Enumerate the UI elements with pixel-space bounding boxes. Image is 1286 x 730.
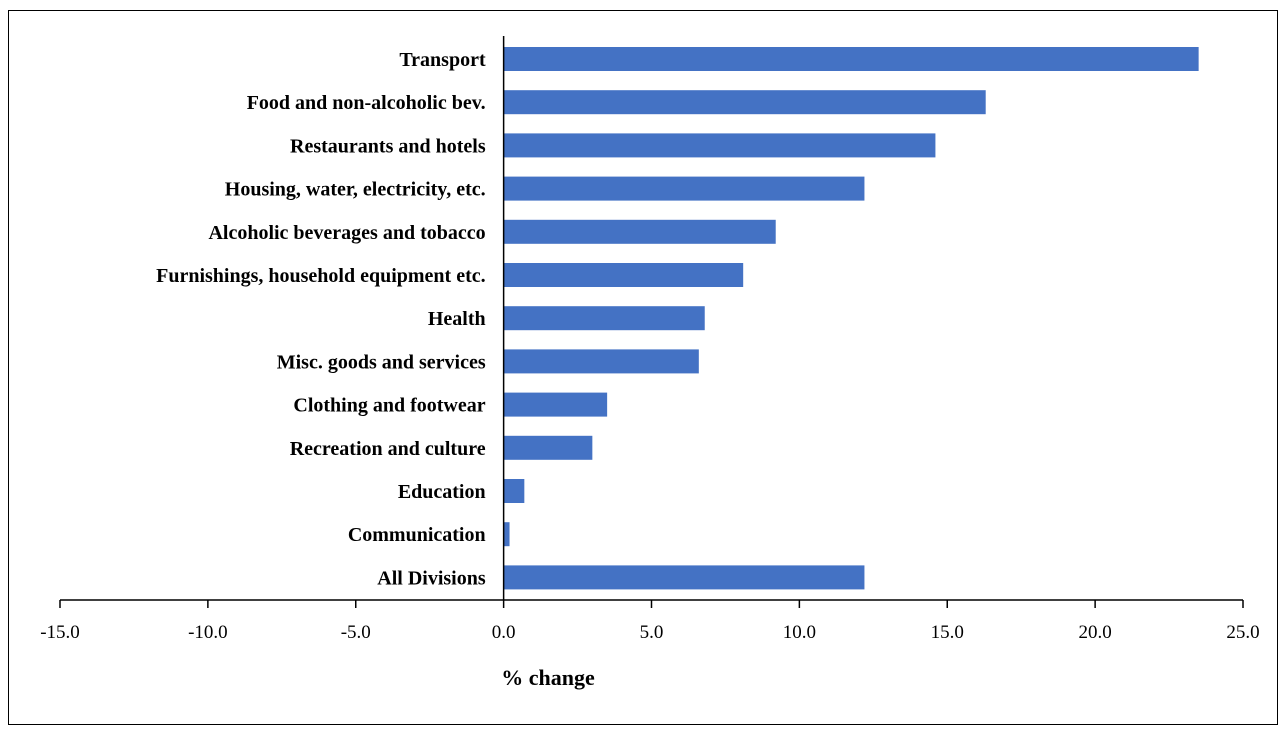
category-label: All Divisions: [377, 567, 486, 589]
bars-group: [503, 47, 1199, 590]
bar: [503, 219, 776, 244]
bar: [503, 176, 865, 201]
bar: [503, 435, 593, 460]
bar: [503, 263, 744, 287]
bar: [503, 133, 936, 158]
x-tick-label: 15.0: [931, 622, 964, 643]
category-label: Transport: [399, 49, 486, 71]
category-label: Food and non-alcoholic bev.: [247, 92, 486, 114]
bar: [503, 90, 986, 115]
x-tick-label: -15.0: [40, 622, 80, 643]
category-label: Housing, water, electricity, etc.: [225, 179, 486, 201]
category-label: Misc. goods and services: [277, 351, 486, 373]
bar: [503, 306, 705, 331]
category-label: Restaurants and hotels: [290, 135, 486, 157]
bar: [503, 522, 510, 547]
x-tick-label: 0.0: [492, 622, 516, 643]
x-tick-label: 25.0: [1226, 622, 1259, 643]
bar: [503, 349, 699, 374]
category-label: Education: [398, 481, 486, 503]
bar: [503, 47, 1199, 71]
x-axis-title: % change: [501, 665, 595, 690]
x-axis-ticks: -15.0 -10.0 -5.0 0.0 5.0 10.0 15.0 20.0 25.0: [40, 600, 1260, 643]
category-label: Furnishings, household equipment etc.: [156, 265, 486, 287]
bar: [503, 479, 525, 503]
category-label: Communication: [348, 524, 486, 546]
x-tick-label: -10.0: [188, 622, 228, 643]
category-labels: Transport Food and non-alcoholic bev. Rest…: [156, 49, 486, 589]
x-tick-label: 5.0: [640, 622, 664, 643]
x-tick-label: -5.0: [341, 622, 371, 643]
category-label: Recreation and culture: [290, 438, 486, 460]
x-tick-label: 20.0: [1079, 622, 1112, 643]
category-label: Health: [428, 308, 486, 330]
x-tick-label: 10.0: [783, 622, 816, 643]
bar: [503, 565, 865, 590]
category-label: Alcoholic beverages and tobacco: [208, 222, 485, 244]
bar: [503, 392, 608, 417]
category-label: Clothing and footwear: [293, 395, 485, 417]
